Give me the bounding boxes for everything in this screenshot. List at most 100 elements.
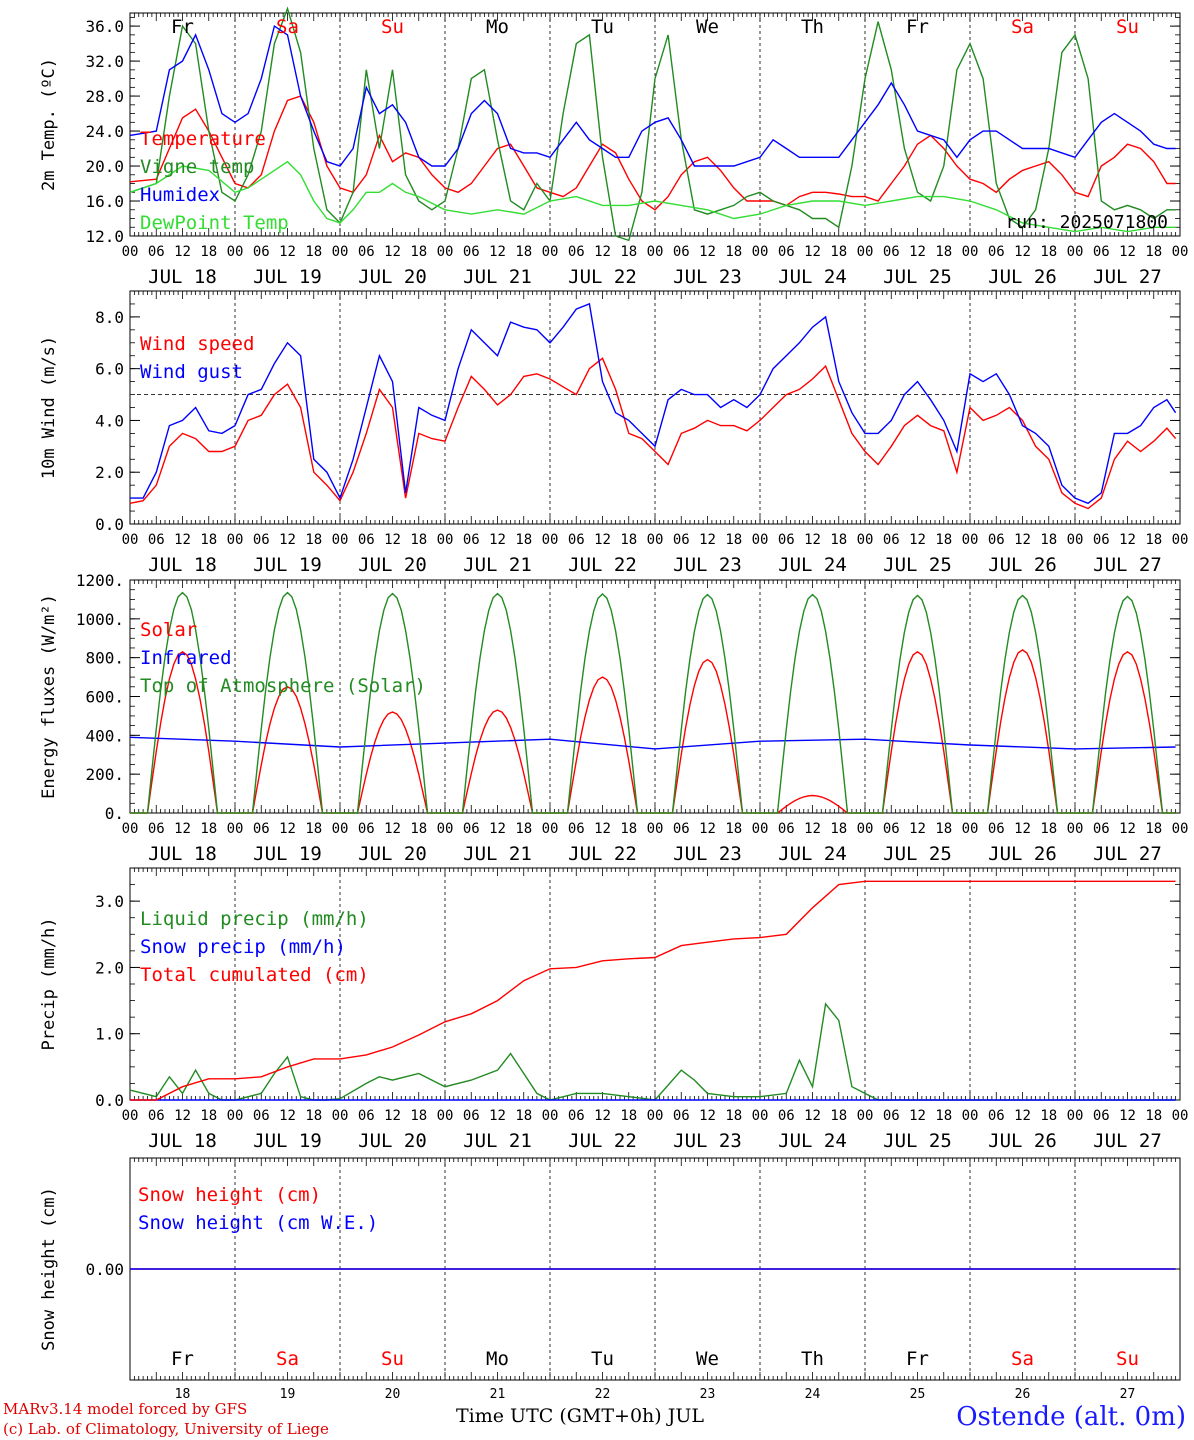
y-tick-label: 1.0	[95, 1025, 124, 1044]
hour-tick-label: 06	[988, 244, 1005, 260]
date-label: JUL 27	[1093, 843, 1162, 865]
series-vigne-temp	[129, 6, 1176, 242]
y-tick-label: 16.0	[85, 192, 124, 211]
hour-tick-label: 12	[699, 532, 716, 548]
date-label: JUL 26	[988, 554, 1057, 576]
date-label: JUL 21	[463, 843, 532, 865]
plot-frame	[129, 12, 1181, 237]
weekday-label-top: Fr	[906, 16, 929, 38]
hour-tick-label: 06	[673, 1108, 690, 1124]
date-label: JUL 25	[883, 1130, 952, 1152]
date-label: JUL 25	[883, 554, 952, 576]
series-humidex	[129, 24, 1176, 167]
hour-tick-label: 12	[594, 532, 611, 548]
date-label: JUL 20	[358, 554, 427, 576]
hour-tick-label: 18	[305, 821, 322, 837]
hour-tick-label: 00	[332, 821, 349, 837]
weekday-label-top: Sa	[276, 16, 299, 38]
hour-tick-label: 06	[568, 244, 585, 260]
legend-vigne-temp: Vigne temp	[140, 156, 254, 178]
y-tick-label: 2.0	[95, 958, 124, 977]
date-label: JUL 23	[673, 554, 742, 576]
hour-tick-label: 12	[909, 821, 926, 837]
legend-wind-speed: Wind speed	[140, 333, 254, 355]
hour-tick-label: 12	[1014, 532, 1031, 548]
hour-tick-label: 12	[279, 1108, 296, 1124]
hour-tick-label: 12	[489, 532, 506, 548]
legend-top-of-atmosphere-solar-: Top of Atmosphere (Solar)	[140, 675, 426, 697]
hour-tick-label: 18	[200, 1108, 217, 1124]
hour-tick-label: 00	[1067, 244, 1084, 260]
hour-tick-label: 00	[752, 244, 769, 260]
date-label: JUL 25	[883, 843, 952, 865]
y-tick-label: 12.0	[85, 227, 124, 246]
panel-temp: 12.0 16.0 20.0 24.0 28.0 32.0 36.0 2m Temp. (ºC…	[39, 6, 1188, 288]
hour-tick-label: 00	[437, 532, 454, 548]
hour-tick-label: 18	[1145, 821, 1162, 837]
hour-tick-label: 00	[332, 244, 349, 260]
hour-tick-label: 06	[1093, 244, 1110, 260]
legend-snow-precip-mm-h-: Snow precip (mm/h)	[140, 936, 346, 958]
date-label: JUL 22	[568, 554, 637, 576]
y-tick-label: 0.0	[95, 515, 124, 534]
hour-tick-label: 06	[148, 244, 165, 260]
hour-tick-label: 00	[857, 532, 874, 548]
date-label: JUL 26	[988, 843, 1057, 865]
hour-tick-label: 12	[804, 244, 821, 260]
legend-liquid-precip-mm-h-: Liquid precip (mm/h)	[140, 908, 369, 930]
hour-tick-label: 00	[857, 821, 874, 837]
hour-tick-label: 06	[463, 1108, 480, 1124]
series-dewpoint-temp	[129, 160, 1176, 233]
hour-tick-label: 06	[1093, 1108, 1110, 1124]
hour-tick-label: 18	[1040, 821, 1057, 837]
hour-tick-label: 06	[568, 821, 585, 837]
series-liquid-precip-mm-h-	[129, 1002, 1176, 1101]
y-tick-label: 3.0	[95, 892, 124, 911]
hour-tick-label: 18	[410, 532, 427, 548]
date-label: JUL 22	[568, 1130, 637, 1152]
hour-tick-label: 12	[489, 1108, 506, 1124]
series-wind-speed	[129, 357, 1177, 510]
hour-tick-label: 12	[1119, 244, 1136, 260]
hour-tick-label: 00	[1067, 821, 1084, 837]
date-label: JUL 24	[778, 1130, 847, 1152]
hour-tick-label: 18	[830, 244, 847, 260]
hour-tick-label: 06	[253, 821, 270, 837]
day-number-label: 24	[805, 1387, 821, 1402]
hour-tick-label: 18	[935, 244, 952, 260]
hour-tick-label: 18	[305, 532, 322, 548]
hour-tick-label: 18	[830, 821, 847, 837]
series-temperature	[129, 95, 1176, 211]
y-tick-label: 28.0	[85, 87, 124, 106]
hour-tick-label: 00	[752, 532, 769, 548]
hour-tick-label: 12	[1119, 821, 1136, 837]
y-tick-label: 20.0	[85, 157, 124, 176]
legend-dewpoint-temp: DewPoint Temp	[140, 212, 289, 234]
hour-tick-label: 12	[174, 244, 191, 260]
date-label: JUL 19	[253, 1130, 322, 1152]
hour-tick-label: 00	[227, 1108, 244, 1124]
weekday-label-bottom: Sa	[276, 1348, 299, 1370]
hour-tick-label: 06	[358, 532, 375, 548]
y-tick-label: 4.0	[95, 411, 124, 430]
hour-tick-label: 18	[1145, 532, 1162, 548]
day-number-label: 27	[1120, 1387, 1136, 1402]
weekday-label-top: Tu	[591, 16, 614, 38]
hour-tick-label: 18	[620, 1108, 637, 1124]
hour-tick-label: 12	[384, 1108, 401, 1124]
hour-tick-label: 18	[830, 532, 847, 548]
y-axis-label: Snow height (cm)	[39, 1187, 59, 1351]
hour-tick-label: 12	[594, 1108, 611, 1124]
date-label: JUL 18	[148, 843, 217, 865]
hour-tick-label: 00	[122, 1108, 139, 1124]
hour-tick-label: 18	[620, 244, 637, 260]
legend-humidex: Humidex	[140, 184, 220, 206]
hour-tick-label: 00	[227, 532, 244, 548]
hour-tick-label: 00	[647, 821, 664, 837]
hour-tick-label: 00	[332, 1108, 349, 1124]
legend-infrared: Infrared	[140, 647, 232, 669]
hour-tick-label: 06	[463, 821, 480, 837]
hour-tick-label: 06	[358, 244, 375, 260]
y-axis-label: Precip (mm/h)	[39, 917, 59, 1050]
hour-tick-label: 12	[804, 532, 821, 548]
